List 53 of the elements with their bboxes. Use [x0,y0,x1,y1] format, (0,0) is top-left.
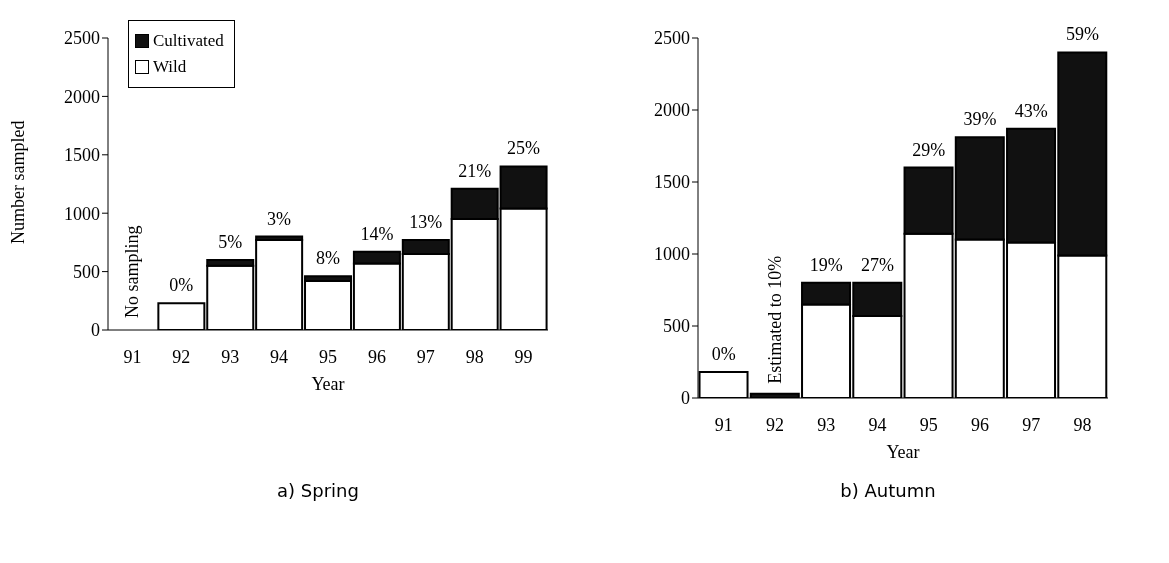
x-tick-label: 95 [319,346,337,367]
x-tick-label: 93 [221,346,240,367]
annotation: 5% [218,231,243,252]
x-tick-label: 97 [1022,414,1041,435]
x-tick-label: 96 [367,346,386,367]
annotation: 29% [912,139,946,160]
annotation: 59% [1065,24,1099,45]
annotation: 19% [809,254,843,275]
annotation: 14% [360,223,394,244]
x-tick-label: 92 [172,346,191,367]
annotation: 43% [1014,100,1048,121]
annotation: 3% [267,208,292,229]
x-tick-label: 93 [817,414,836,435]
y-tick-label: 0 [91,320,100,341]
y-tick-label: 2000 [654,100,690,121]
annotation: 21% [458,160,492,181]
y-tick-label: 500 [663,316,690,337]
x-tick-label: 91 [714,414,733,435]
x-axis-title: Year [886,442,920,462]
x-tick-label: 91 [123,346,142,367]
annotation: No sampling [122,225,143,318]
text: a) Spring [276,480,360,501]
annotation: 13% [409,212,443,233]
y-tick-label: 0 [681,388,690,409]
y-tick-label: 1000 [64,203,100,224]
x-tick-label: 95 [919,414,938,435]
x-tick-label: 96 [970,414,989,435]
x-tick-label: 99 [514,346,533,367]
x-tick-label: 92 [765,414,784,435]
annotation: Estimated to 10% [764,255,785,384]
y-tick-label: 2500 [654,28,690,49]
x-axis-title: Year [311,374,345,394]
y-axis-title: Number sampled [8,120,29,244]
x-tick-label: 98 [1073,414,1092,435]
x-tick-label: 97 [416,346,435,367]
annotation: 0% [169,275,194,296]
x-tick-label: 98 [465,346,484,367]
x-tick-label: 94 [270,346,289,367]
y-tick-label: 2000 [64,86,100,107]
legend-label: Cultivated [153,31,224,51]
annotation: 27% [860,254,894,275]
annotation: 0% [711,344,736,365]
x-tick-label: 94 [868,414,887,435]
y-tick-label: 1500 [64,145,100,166]
annotation: 8% [316,248,340,269]
y-tick-label: 1000 [654,244,690,265]
annotation: 39% [963,109,997,130]
annotation: 25% [507,138,541,159]
text: b) Autumn [839,480,937,501]
legend-label: Wild [153,57,187,77]
y-tick-label: 1500 [654,172,690,193]
y-tick-label: 500 [73,261,100,282]
y-tick-label: 2500 [64,28,100,49]
